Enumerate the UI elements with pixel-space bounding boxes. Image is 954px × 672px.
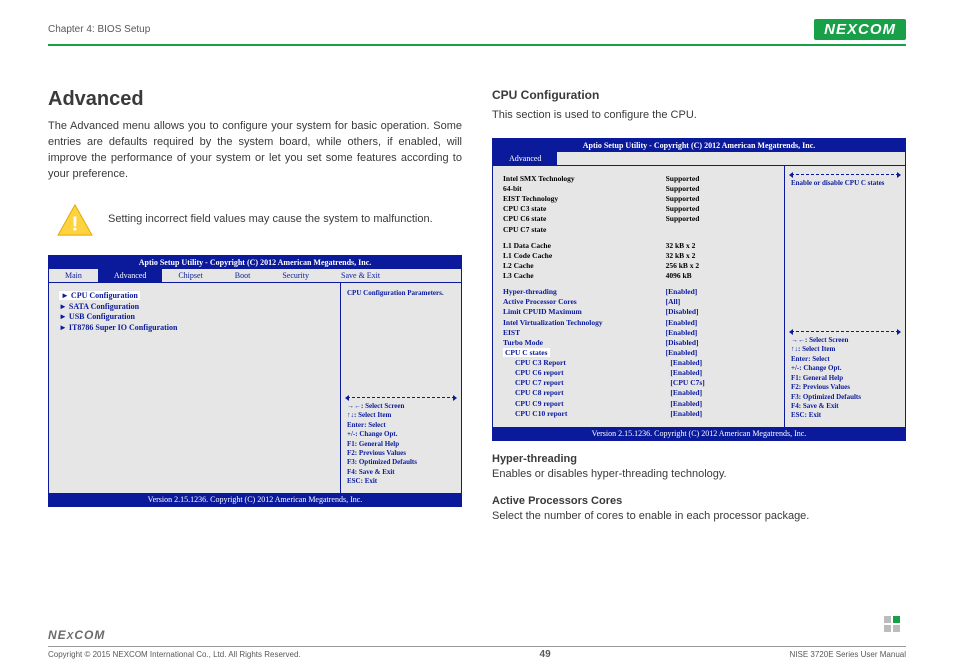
key-row: ESC: Exit — [347, 477, 455, 486]
key-row: F1: General Help — [347, 440, 455, 449]
bios-info-row: L1 Code Cache32 kB x 2 — [503, 251, 774, 261]
nexcom-logo: NEXCOM — [814, 19, 906, 40]
bios-info-row: Intel SMX TechnologySupported — [503, 174, 774, 184]
bios-setting-row[interactable]: Turbo Mode[Disabled] — [503, 338, 774, 348]
bios-info-row: 64-bitSupported — [503, 184, 774, 194]
bios-body: Intel SMX TechnologySupported 64-bitSupp… — [493, 166, 905, 427]
cpu-config-heading: CPU Configuration — [492, 88, 906, 102]
key-row: F4: Save & Exit — [791, 402, 899, 411]
key-row: Enter: Select — [791, 355, 899, 364]
bios-menubar: Main Advanced Chipset Boot Security Save… — [49, 269, 461, 283]
bios-setting-row[interactable]: Hyper-threading[Enabled] — [503, 287, 774, 297]
bios-info-row: CPU C7 state — [503, 225, 774, 235]
active-cores-heading: Active Processors Cores — [492, 495, 906, 507]
warning-text: Setting incorrect field values may cause… — [108, 212, 433, 228]
content-columns: Advanced The Advanced menu allows you to… — [48, 88, 906, 525]
page-footer: NEXCOM Copyright © 2015 NEXCOM Internati… — [48, 626, 906, 660]
bios-info-row: CPU C3 stateSupported — [503, 204, 774, 214]
chapter-title: Chapter 4: BIOS Setup — [48, 24, 150, 35]
active-cores-text: Select the number of cores to enable in … — [492, 509, 906, 525]
header-rule — [48, 44, 906, 46]
key-row: →←: Select Screen — [347, 402, 455, 411]
bios-tab-main[interactable]: Main — [49, 269, 98, 282]
warning-box: ! Setting incorrect field values may cau… — [48, 203, 462, 237]
bios-item-cpu-config[interactable]: ► CPU Configuration — [59, 291, 330, 302]
bios-tab-advanced[interactable]: Advanced — [493, 152, 557, 165]
bios-body: ► CPU Configuration ► SATA Configuration… — [49, 283, 461, 493]
key-row: →←: Select Screen — [791, 336, 899, 345]
bios-left-pane: ► CPU Configuration ► SATA Configuration… — [49, 283, 341, 493]
key-row: +/-: Change Opt. — [347, 430, 455, 439]
key-row: F3: Optimized Defaults — [347, 458, 455, 467]
key-row: ↑↓: Select Item — [791, 345, 899, 354]
section-intro: The Advanced menu allows you to configur… — [48, 119, 462, 183]
bios-setting-row[interactable]: CPU C10 report[Enabled] — [503, 409, 774, 419]
bios-help-separator — [791, 331, 899, 332]
bios-tab-save-exit[interactable]: Save & Exit — [325, 269, 396, 282]
bios-setting-row[interactable]: CPU C9 report[Enabled] — [503, 399, 774, 409]
bios-help-text: CPU Configuration Parameters. — [347, 289, 455, 297]
footer-copyright: Copyright © 2015 NEXCOM International Co… — [48, 650, 301, 659]
bios-tab-boot[interactable]: Boot — [219, 269, 267, 282]
nexcom-logo-footer: NEXCOM — [48, 628, 105, 642]
section-heading: Advanced — [48, 88, 462, 111]
bios-item-usb-config[interactable]: ► USB Configuration — [59, 312, 330, 323]
right-column: CPU Configuration This section is used t… — [492, 88, 906, 525]
key-row: ESC: Exit — [791, 411, 899, 420]
bios-setting-row[interactable]: CPU C3 Report[Enabled] — [503, 358, 774, 368]
bios-info-row: L1 Data Cache32 kB x 2 — [503, 241, 774, 251]
left-column: Advanced The Advanced menu allows you to… — [48, 88, 462, 525]
footer-doc-title: NISE 3720E Series User Manual — [790, 650, 907, 659]
bios-key-legend: →←: Select Screen ↑↓: Select Item Enter:… — [347, 402, 455, 487]
bios-setting-row[interactable]: CPU C7 report[CPU C7s] — [503, 378, 774, 388]
key-row: Enter: Select — [347, 421, 455, 430]
key-row: F2: Previous Values — [347, 449, 455, 458]
key-row: +/-: Change Opt. — [791, 364, 899, 373]
bios-tab-security[interactable]: Security — [266, 269, 325, 282]
page-header: Chapter 4: BIOS Setup NEXCOM — [48, 18, 906, 40]
svg-text:!: ! — [72, 212, 79, 235]
key-row: F1: General Help — [791, 374, 899, 383]
bios-help-separator — [347, 397, 455, 398]
bios-tab-advanced[interactable]: Advanced — [98, 269, 162, 282]
bios-help-separator — [791, 174, 899, 175]
footer-ornament-icon — [884, 616, 902, 634]
hyper-threading-heading: Hyper-threading — [492, 453, 906, 465]
bios-titlebar: Aptio Setup Utility - Copyright (C) 2012… — [49, 256, 461, 269]
bios-item-sata-config[interactable]: ► SATA Configuration — [59, 302, 330, 313]
key-row: F3: Optimized Defaults — [791, 393, 899, 402]
bios-item-superio-config[interactable]: ► IT8786 Super IO Configuration — [59, 323, 330, 334]
bios-setting-row[interactable]: Active Processor Cores[All] — [503, 297, 774, 307]
bios-titlebar: Aptio Setup Utility - Copyright (C) 2012… — [493, 139, 905, 152]
bios-setting-row[interactable]: CPU C8 report[Enabled] — [503, 388, 774, 398]
bios-info-row: CPU C6 stateSupported — [503, 214, 774, 224]
bios-info-row: L3 Cache4096 kB — [503, 271, 774, 281]
bios-info-row: EIST TechnologySupported — [503, 194, 774, 204]
key-row: F2: Previous Values — [791, 383, 899, 392]
key-row: ↑↓: Select Item — [347, 411, 455, 420]
bios-key-legend: →←: Select Screen ↑↓: Select Item Enter:… — [791, 336, 899, 421]
bios-screenshot-cpu-config: Aptio Setup Utility - Copyright (C) 2012… — [492, 138, 906, 441]
bios-setting-row[interactable]: Limit CPUID Maximum[Disabled] — [503, 307, 774, 317]
bios-versionbar: Version 2.15.1236. Copyright (C) 2012 Am… — [493, 427, 905, 440]
warning-icon: ! — [56, 203, 94, 237]
bios-help-pane: CPU Configuration Parameters. →←: Select… — [341, 283, 461, 493]
bios-menubar: Advanced — [493, 152, 905, 166]
bios-help-pane: Enable or disable CPU C states →←: Selec… — [785, 166, 905, 427]
key-row: F4: Save & Exit — [347, 468, 455, 477]
bios-setting-row[interactable]: Intel Virtualization Technology[Enabled] — [503, 318, 774, 328]
hyper-threading-text: Enables or disables hyper-threading tech… — [492, 467, 906, 483]
bios-screenshot-advanced-menu: Aptio Setup Utility - Copyright (C) 2012… — [48, 255, 462, 507]
page-number: 49 — [540, 649, 551, 660]
bios-setting-row[interactable]: EIST[Enabled] — [503, 328, 774, 338]
bios-info-row: L2 Cache256 kB x 2 — [503, 261, 774, 271]
bios-tab-chipset[interactable]: Chipset — [162, 269, 218, 282]
bios-versionbar: Version 2.15.1236. Copyright (C) 2012 Am… — [49, 493, 461, 506]
bios-setting-row[interactable]: CPU C6 report[Enabled] — [503, 368, 774, 378]
bios-left-pane: Intel SMX TechnologySupported 64-bitSupp… — [493, 166, 785, 427]
bios-setting-row-selected[interactable]: CPU C states[Enabled] — [503, 348, 774, 358]
bios-help-text: Enable or disable CPU C states — [791, 179, 899, 187]
cpu-config-intro: This section is used to configure the CP… — [492, 108, 906, 124]
